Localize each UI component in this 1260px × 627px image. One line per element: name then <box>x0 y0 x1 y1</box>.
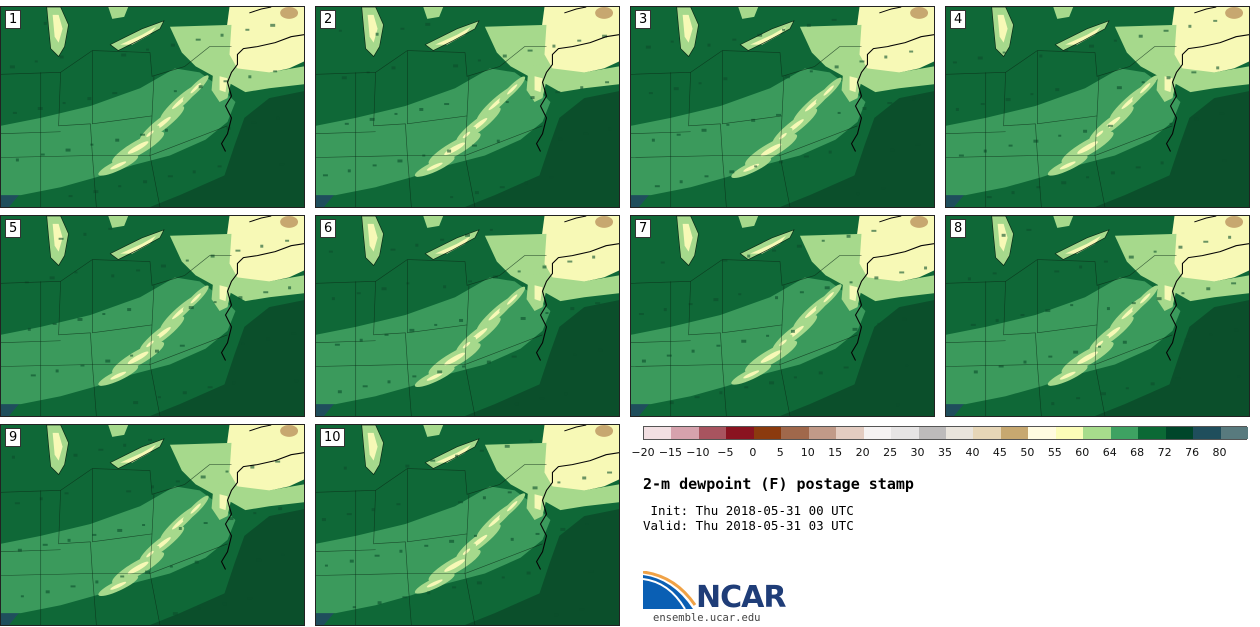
member-label: 8 <box>950 219 967 238</box>
colorbar-tick-label: 60 <box>1075 446 1090 459</box>
dewpoint-field <box>1 216 304 416</box>
colorbar-tick-label: 25 <box>883 446 898 459</box>
colorbar-segment <box>1110 427 1139 439</box>
colorbar-tick-label: −20 <box>631 446 655 459</box>
colorbar-tick-label: 45 <box>992 446 1007 459</box>
colorbar-tick-label: 68 <box>1130 446 1145 459</box>
dewpoint-field <box>946 216 1249 416</box>
colorbar-segment <box>1083 427 1112 439</box>
member-map-10: 10 <box>315 424 620 626</box>
member-map-8: 8 <box>945 215 1250 417</box>
colorbar-segment <box>671 427 700 439</box>
init-time: Init: Thu 2018-05-31 00 UTC <box>643 503 854 518</box>
colorbar-tick-label: 72 <box>1157 446 1172 459</box>
ncar-logo-icon <box>643 571 697 610</box>
colorbar-segment <box>946 427 974 439</box>
member-label: 1 <box>5 10 22 29</box>
colorbar-tick-label: 20 <box>855 446 870 459</box>
dewpoint-field <box>1 7 304 207</box>
colorbar-tick-label: 50 <box>1020 446 1035 459</box>
dewpoint-field <box>1 425 304 625</box>
colorbar-tick-label: 5 <box>776 446 784 459</box>
colorbar-segment <box>891 427 920 439</box>
member-map-1: 1 <box>0 6 305 208</box>
colorbar-tick-label: 40 <box>965 446 980 459</box>
colorbar-segment <box>1193 427 1222 439</box>
colorbar-segment <box>918 427 947 439</box>
colorbar-tick-label: 76 <box>1185 446 1200 459</box>
colorbar-segment <box>1055 427 1084 439</box>
member-label: 2 <box>320 10 337 29</box>
colorbar-segment <box>1028 427 1057 439</box>
member-label: 6 <box>320 219 337 238</box>
colorbar-segment <box>781 427 810 439</box>
dewpoint-field <box>316 216 619 416</box>
plot-title: 2-m dewpoint (F) postage stamp <box>643 475 914 493</box>
member-label: 7 <box>635 219 652 238</box>
colorbar-tick-label: 55 <box>1047 446 1062 459</box>
member-map-7: 7 <box>630 215 935 417</box>
colorbar-segment <box>1220 427 1249 439</box>
dewpoint-field <box>631 7 934 207</box>
colorbar-tick-label: −5 <box>717 446 734 459</box>
colorbar-tick-label: 64 <box>1102 446 1117 459</box>
member-map-6: 6 <box>315 215 620 417</box>
colorbar-tick-label: 30 <box>910 446 925 459</box>
colorbar-tick-label: 10 <box>800 446 815 459</box>
website-url: ensemble.ucar.edu <box>653 612 761 624</box>
member-label: 5 <box>5 219 22 238</box>
colorbar-segment <box>1000 427 1029 439</box>
member-label: 4 <box>950 10 967 29</box>
valid-time: Valid: Thu 2018-05-31 03 UTC <box>643 518 854 533</box>
colorbar-segment <box>1138 427 1167 439</box>
colorbar-tick-label: 35 <box>938 446 952 459</box>
colorbar-segment <box>726 427 755 439</box>
colorbar-segment <box>698 427 727 439</box>
colorbar-tick-label: 15 <box>828 446 843 459</box>
member-map-2: 2 <box>315 6 620 208</box>
colorbar-tick-label: −10 <box>686 446 710 459</box>
colorbar-tick-label: 80 <box>1212 446 1227 459</box>
member-label: 10 <box>320 428 345 447</box>
member-map-9: 9 <box>0 424 305 626</box>
ncar-logo-text: NCAR <box>696 580 786 615</box>
dewpoint-field <box>316 425 619 625</box>
member-map-3: 3 <box>630 6 935 208</box>
member-map-5: 5 <box>0 215 305 417</box>
colorbar-segment <box>973 427 1002 439</box>
dewpoint-field <box>631 216 934 416</box>
member-label: 3 <box>635 10 652 29</box>
colorbar-segment <box>1165 427 1194 439</box>
colorbar-segment <box>836 427 865 439</box>
dewpoint-field <box>316 7 619 207</box>
colorbar-segment <box>863 427 892 439</box>
dewpoint-field <box>946 7 1249 207</box>
colorbar-segment <box>644 427 672 439</box>
colorbar-segment <box>808 427 837 439</box>
member-map-4: 4 <box>945 6 1250 208</box>
colorbar-tick-label: 0 <box>749 446 757 459</box>
colorbar-segment <box>753 427 782 439</box>
colorbar-tick-labels: −20 −15 −10 −5 0 5 10 15 20 25 30 35 40 45 50 55 60 64 68 7… <box>631 446 1253 460</box>
member-label: 9 <box>5 428 22 447</box>
dewpoint-colorbar <box>643 426 1249 440</box>
colorbar-tick-label: −15 <box>658 446 683 459</box>
